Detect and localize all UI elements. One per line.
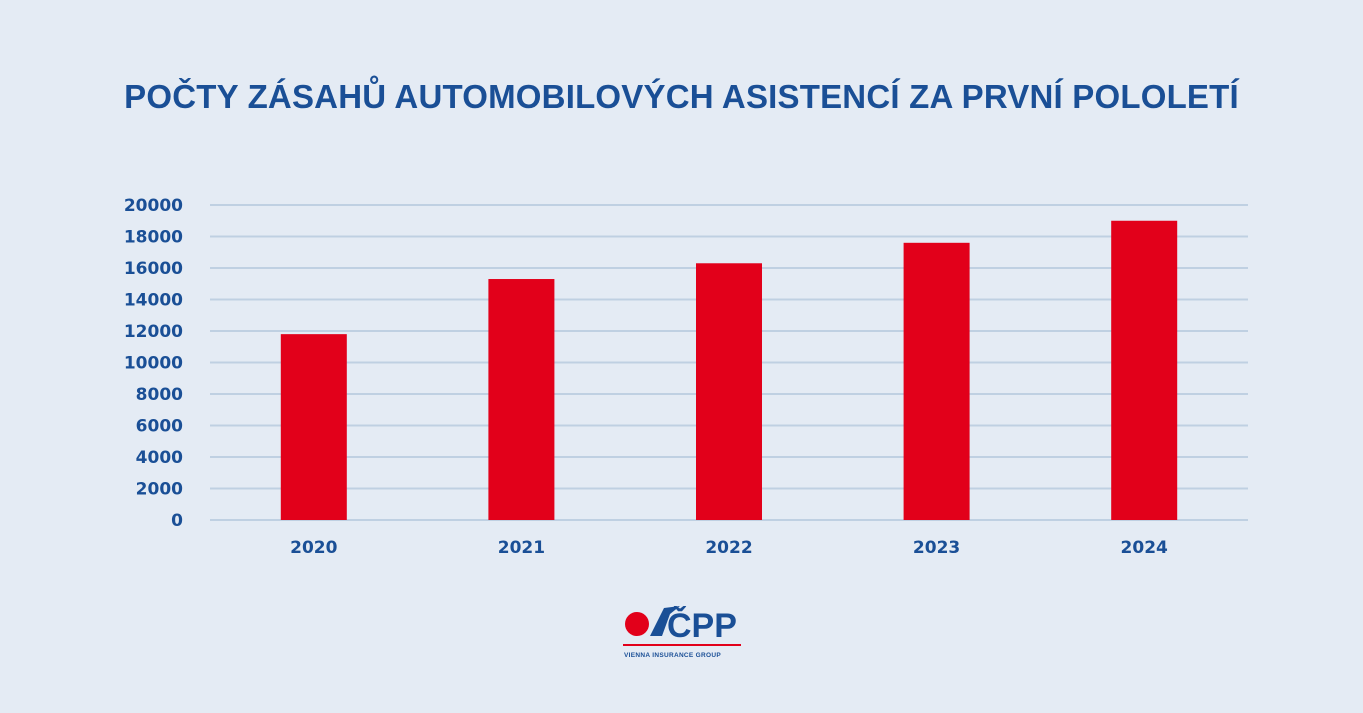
bar-2021 — [488, 279, 555, 520]
y-tick-label: 6000 — [136, 417, 183, 437]
logo-tagline: VIENNA INSURANCE GROUP — [624, 652, 721, 659]
logo-wordmark: ČPP — [667, 606, 737, 645]
bars — [280, 220, 1178, 521]
x-axis-labels: 2020 2021 2022 2023 2024 — [290, 538, 1168, 558]
cpp-logo: ČPP VIENNA INSURANCE GROUP — [623, 606, 741, 659]
x-category-label: 2020 — [290, 538, 337, 558]
bar-2024 — [1111, 220, 1178, 520]
y-tick-label: 2000 — [136, 480, 183, 500]
y-tick-label: 4000 — [136, 448, 183, 468]
x-category-label: 2022 — [705, 538, 752, 558]
y-tick-label: 0 — [171, 511, 183, 531]
x-category-label: 2023 — [913, 538, 960, 558]
logo-underline — [623, 644, 741, 646]
bar-2023 — [903, 242, 970, 521]
y-tick-label: 14000 — [124, 291, 183, 311]
y-axis-ticks: 0 2000 4000 6000 8000 10000 12000 14000 16000 180… — [124, 196, 183, 531]
bar-chart: 0 2000 4000 6000 8000 10000 12000 14000 16000 180… — [124, 196, 1248, 558]
x-category-label: 2021 — [498, 538, 545, 558]
y-tick-label: 20000 — [124, 196, 183, 216]
logo-red-dot-icon — [625, 612, 649, 636]
x-category-label: 2024 — [1121, 538, 1168, 558]
logo-swoosh-icon — [650, 606, 680, 636]
y-tick-label: 12000 — [124, 322, 183, 342]
y-tick-label: 10000 — [124, 354, 183, 374]
y-tick-label: 18000 — [124, 228, 183, 248]
bar-2022 — [696, 263, 762, 520]
bar-2020 — [280, 334, 347, 520]
y-tick-label: 8000 — [136, 385, 183, 405]
chart-title: POČTY ZÁSAHŮ AUTOMOBILOVÝCH ASISTENCÍ ZA… — [124, 78, 1239, 115]
y-tick-label: 16000 — [124, 259, 183, 279]
